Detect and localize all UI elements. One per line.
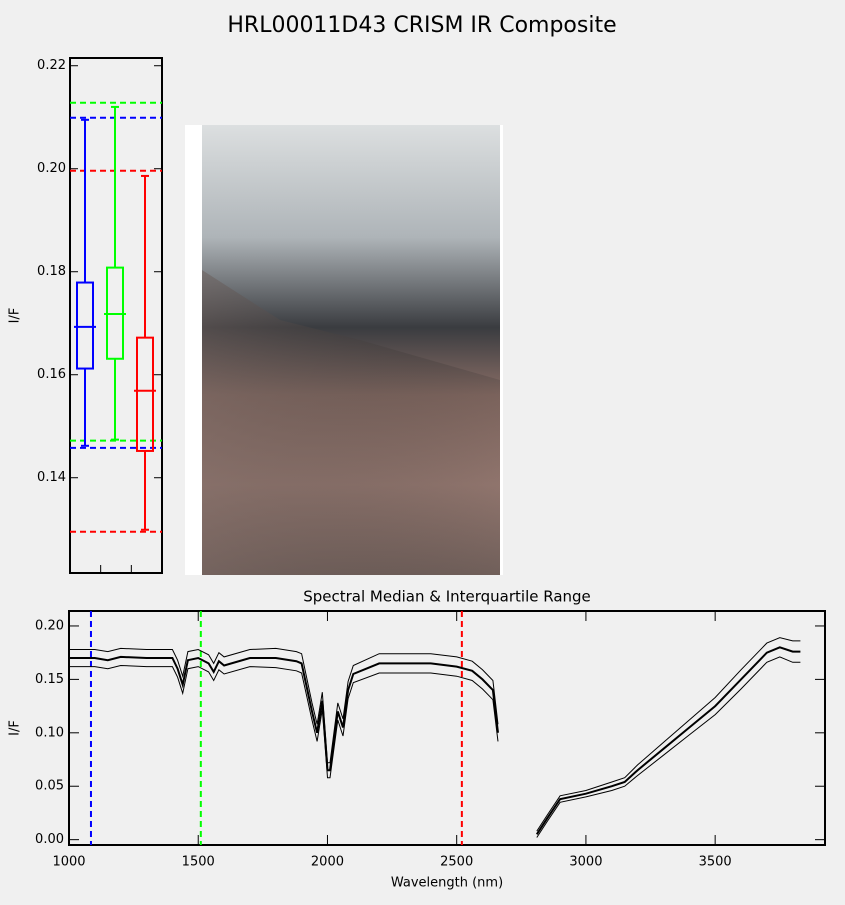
plot-frame	[68, 610, 826, 846]
x-tick-label: 3000	[569, 855, 602, 870]
series-line	[69, 656, 801, 838]
chart-title: Spectral Median & Interquartile Range	[303, 588, 591, 606]
x-tick-label: 1000	[52, 855, 85, 870]
plot-frame	[69, 57, 163, 574]
box	[76, 281, 94, 370]
y-tick-label: 0.20	[35, 618, 64, 633]
x-axis-label: Wavelength (nm)	[391, 876, 503, 891]
y-axis-label: I/F	[8, 308, 23, 324]
y-tick-label: 0.14	[37, 470, 66, 485]
terrain-shade	[202, 270, 500, 575]
page-title: HRL00011D43 CRISM IR Composite	[227, 13, 616, 38]
y-tick-label: 0.18	[37, 264, 66, 279]
y-tick-label: 0.05	[35, 779, 64, 794]
y-tick-label: 0.00	[35, 832, 64, 847]
box	[136, 336, 154, 452]
x-tick-label: 1500	[182, 855, 215, 870]
y-tick-label: 0.22	[37, 58, 66, 73]
x-tick-label: 2500	[440, 855, 473, 870]
y-tick-label: 0.20	[37, 161, 66, 176]
y-tick-label: 0.16	[37, 367, 66, 382]
series-line	[69, 646, 801, 835]
series-line	[69, 637, 801, 832]
x-tick-label: 3500	[699, 855, 732, 870]
x-tick-label: 2000	[311, 855, 344, 870]
y-tick-label: 0.10	[35, 725, 64, 740]
y-tick-label: 0.15	[35, 672, 64, 687]
y-axis-label: I/F	[8, 720, 23, 736]
